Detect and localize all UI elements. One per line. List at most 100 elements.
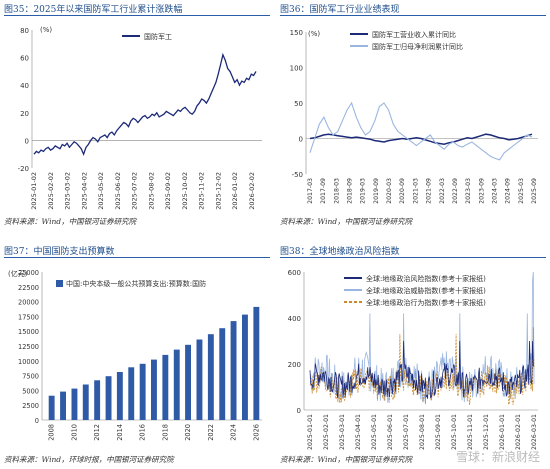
x-tick-label: 2017-03 [307,178,314,204]
bar-2024 [230,321,237,420]
bar-2017 [151,359,157,420]
bar-2022 [207,334,214,420]
y-tick-label: 100 [290,65,303,73]
chart-panel-1: 图35：2025年以来国防军工行业累计涨跌幅 -20 0 20 40 60 80 (%) 20… [4,2,270,229]
bar-2025 [242,314,248,420]
x-tick-label: 2021-03 [412,178,419,204]
series-line-2 [309,101,533,161]
x-tick-label: 2025-01-01 [307,414,314,450]
chart-2-title: 图36：国防军工行业业绩表现 [280,5,400,15]
bar-2012 [94,380,101,420]
y-tick-label: 80 [20,27,29,35]
x-tick-label: 2026-03-01 [531,414,538,450]
x-tick-label: 2025-04-02 [80,172,88,210]
y-tick-label: 600 [288,269,301,277]
x-tick-label: 2025-10-02 [181,172,189,210]
x-tick-label: 2017-09 [320,178,327,204]
y-tick-label: 60 [20,55,29,63]
series-line-1 [309,133,533,145]
title-rule [280,257,546,258]
x-tick-label: 2025-03-01 [339,414,346,450]
y-tick-label: 0 [25,137,29,145]
chart-4-svg: 0 200 400 600 2025-01-01 2025-02-01 2025-03-01… [288,269,538,450]
x-tick-label: 2025-08-02 [147,172,155,210]
chart-panel-3: 图37：中国国防支出预算数 0 2500 5000 7500 10000 12500 150… [4,244,270,468]
x-tick-label: 2014 [116,424,124,441]
y-tick-label: 0 [299,136,303,144]
bar-2013 [105,376,112,420]
x-tick-label: 2025-11-01 [467,414,474,450]
x-tick-label: 2025-09-01 [435,414,442,450]
bar-2016 [139,363,146,420]
watermark: 雪球：新浪财经 [455,450,540,464]
legend-label: 全球:地缘政治风险指数(参考十家报纸) [366,274,486,283]
x-tick-label: 2025-07-01 [403,414,410,450]
chart-panel-4: 图38：全球地缘政治风险指数 0 200 400 600 2025-01-01 2025-… [280,244,546,468]
legend-label: 国防军工营业收入累计同比 [372,30,456,39]
bar-2011 [82,384,89,420]
bar-2021 [196,339,203,420]
y-tick-label: 50 [294,100,303,108]
x-tick-label: 2022-09 [452,178,459,204]
x-tick-label: 2025-03 [518,178,525,204]
x-tick-label: 2025-12-01 [483,414,490,450]
x-tick-label: 2025-02-01 [323,414,330,450]
x-tick-label: 2026-01-02 [231,172,239,210]
x-tick-label: 2020-09 [399,178,406,204]
bar-2008 [48,395,55,420]
legend-label: 全球:地缘政治行为指数(参考十家报纸) [366,298,486,307]
x-tick-label: 2022-03 [439,178,446,204]
x-tick-label: 2024-09 [505,178,512,204]
bar-2020 [185,344,191,420]
chart-3-svg: 0 2500 5000 7500 10000 12500 15000 17500 20000 22… [8,269,262,441]
series-line-guofang [33,52,257,156]
chart-2-svg: -50 0 50 100 150 (%) 2017-03 2017-09 2018-03 2018… [290,29,538,204]
y-tick-label: -50 [292,171,303,179]
y-tick-label: 400 [288,315,301,323]
x-tick-label: 2018 [161,424,169,441]
chart-2-source: 资料来源：Wind，中国银河证券研究院 [280,217,413,226]
x-tick-label: 2025-10-01 [451,414,458,450]
x-tick-label: 2022 [207,424,215,441]
y-tick-label: 22500 [18,284,39,292]
x-tick-label: 2018-09 [347,178,354,204]
x-tick-label: 2025-06-01 [387,414,394,450]
legend-label: 中国:中央本级一般公共预算支出:预算数:国防 [66,279,206,288]
x-tick-label: 2025-09-02 [164,172,172,210]
x-tick-label: 2026-02-02 [248,172,256,210]
y-tick-label: 7500 [22,373,39,381]
x-tick-label: 2025-04-01 [355,414,362,450]
unit-label: (%) [40,26,52,34]
y-tick-label: 2500 [22,402,39,410]
bar-2014 [116,372,123,420]
chart-3-source: 资料来源：Wind，环球时报，中国银河证券研究院 [4,455,174,464]
x-tick-label: 2024 [230,424,238,441]
bar-2010 [71,388,78,420]
series-line-risk [309,340,535,399]
bar-2019 [173,349,180,420]
x-tick-label: 2026-01-01 [499,414,506,450]
bar-2026 [253,306,260,420]
y-tick-label: 17500 [18,313,39,321]
unit-label: (亿元) [8,269,28,278]
x-tick-label: 2018-03 [333,178,340,204]
legend-label: 国防军工归母净利润累计同比 [372,42,463,51]
x-tick-label: 2026 [252,424,260,441]
x-tick-label: 2023-03 [465,178,472,204]
x-tick-label: 2023-09 [478,178,485,204]
bar-2023 [219,328,226,420]
y-tick-label: 10000 [18,358,39,366]
x-tick-label: 2025-08-01 [419,414,426,450]
x-tick-label: 2016 [139,424,147,441]
title-rule [4,15,270,16]
chart-panel-2: 图36：国防军工行业业绩表现 -50 0 50 100 150 (%) 2017-03 201… [280,2,546,229]
x-tick-label: 2025-11-02 [198,172,206,210]
x-tick-label: 2025-06-02 [114,172,122,210]
y-tick-label: 200 [288,361,301,369]
x-tick-label: 2025-07-02 [131,172,139,210]
y-tick-label: 40 [20,82,29,90]
y-tick-label: 0 [297,407,301,415]
x-tick-label: 2025-09 [531,178,538,204]
x-tick-label: 2025-02-02 [47,172,55,210]
x-tick-label: 2025-03-02 [64,172,72,210]
